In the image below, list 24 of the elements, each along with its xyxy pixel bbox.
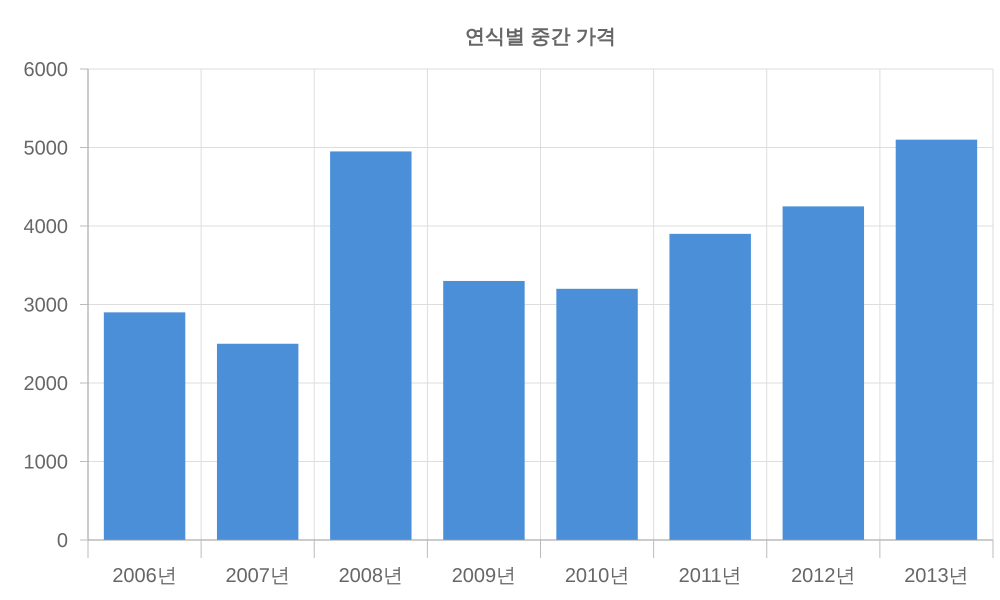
chart-title: 연식별 중간 가격 (464, 26, 616, 48)
x-tick-label: 2009년 (452, 565, 516, 587)
y-tick-label: 0 (56, 530, 68, 552)
y-tick-label: 1000 (24, 452, 68, 474)
y-tick-label: 6000 (24, 59, 68, 81)
y-tick-label: 4000 (24, 216, 68, 238)
bar (330, 151, 412, 540)
bar (896, 140, 978, 540)
y-tick-label: 2000 (24, 373, 68, 395)
bar (104, 312, 186, 540)
bar (556, 288, 638, 540)
bar (669, 234, 751, 540)
bar (443, 280, 525, 540)
x-tick-label: 2013년 (904, 565, 969, 587)
x-tick-label: 2006년 (112, 565, 177, 587)
bar (782, 206, 864, 540)
x-tick-label: 2007년 (225, 565, 290, 587)
y-tick-label: 3000 (24, 294, 68, 316)
y-tick-label: 5000 (24, 138, 68, 160)
x-tick-label: 2008년 (338, 565, 404, 587)
x-tick-label: 2012년 (791, 565, 856, 587)
x-tick-label: 2010년 (564, 565, 630, 587)
x-tick-label: 2011년 (678, 565, 742, 587)
bar (216, 344, 298, 540)
